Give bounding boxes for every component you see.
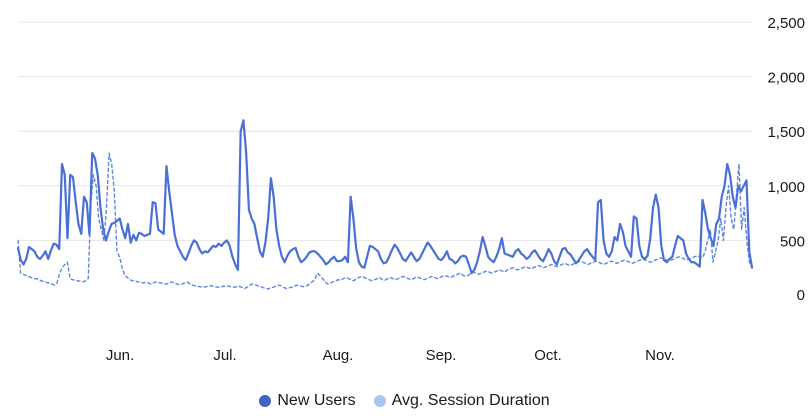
legend-label-avg-session-duration: Avg. Session Duration xyxy=(391,392,550,409)
y-tick-label: 1,000 xyxy=(767,179,805,196)
x-axis-ticks: Jun. Jul. Aug. Sep. Oct. Nov. xyxy=(106,347,675,364)
y-axis-ticks: 0 500 1,000 1,500 2,000 2,500 xyxy=(767,15,805,304)
legend: New Users Avg. Session Duration xyxy=(0,392,809,410)
x-tick-label: Nov. xyxy=(645,347,675,364)
legend-swatch-avg-session-duration xyxy=(373,395,386,407)
series-layer xyxy=(16,119,754,290)
gridlines xyxy=(18,21,752,241)
y-tick-label: 500 xyxy=(780,233,805,250)
y-tick-label: 2,000 xyxy=(767,70,805,87)
legend-swatch-new-users xyxy=(259,395,272,407)
y-tick-label: 1,500 xyxy=(767,124,805,141)
y-tick-label: 2,500 xyxy=(767,15,805,32)
x-tick-label: Aug. xyxy=(323,347,354,364)
series-line-new-users xyxy=(16,119,754,275)
x-tick-label: Sep. xyxy=(426,347,457,364)
x-tick-label: Jun. xyxy=(106,347,134,364)
legend-item-avg-session-duration: Avg. Session Duration xyxy=(373,392,550,410)
legend-item-new-users: New Users xyxy=(259,392,356,410)
series-line-avg-session-duration xyxy=(17,152,753,290)
y-tick-label: 0 xyxy=(797,287,805,304)
x-tick-label: Oct. xyxy=(534,347,562,364)
x-tick-label: Jul. xyxy=(213,347,236,364)
legend-label-new-users: New Users xyxy=(277,392,356,409)
